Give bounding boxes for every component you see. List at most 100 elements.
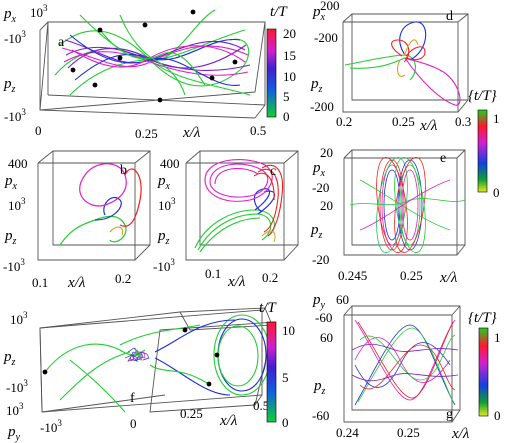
- colorbar-1-tick-3: 5: [283, 89, 290, 104]
- panel-f-letter: f: [130, 391, 135, 406]
- panel-g-trajectories: [351, 319, 459, 406]
- panel-b-xtick-1: 0.2: [115, 271, 131, 286]
- panel-g: g py 60 -60 60 pz -60 0.24 0.25 x/λ: [312, 292, 470, 442]
- panel-f-xlabel: x/λ: [219, 413, 238, 429]
- panel-d-xtick-0: 0.2: [336, 114, 352, 129]
- panel-a-markers: [70, 9, 238, 103]
- panel-b-top-tick2: 103: [8, 196, 26, 213]
- panel-g-side-tick: 60: [320, 330, 333, 345]
- panel-e-xtick-1: 0.25: [400, 268, 423, 283]
- panel-e-xlabel: x/λ: [439, 270, 458, 286]
- panel-a-top-tick1: 103: [30, 3, 48, 20]
- panel-c-xlabel: x/λ: [227, 274, 246, 290]
- panel-f-xtick-0: 0: [130, 416, 137, 431]
- colorbar-4: {t/T} 1 0: [468, 310, 501, 423]
- panel-f-pz-label: pz: [3, 349, 16, 368]
- panel-b-letter: b: [120, 163, 127, 178]
- panel-b-pz-label: pz: [4, 228, 17, 247]
- panel-e-top-tick1: 20: [320, 145, 333, 160]
- panel-e-bot-tick: -20: [312, 252, 329, 267]
- panel-c-pz-label: pz: [157, 228, 170, 247]
- panel-b: b px 400 103 pz -103 0.1 0.2 x/λ: [3, 150, 151, 291]
- panel-b-xtick-0: 0.1: [32, 275, 48, 290]
- panel-d-pz-label: pz: [310, 76, 323, 95]
- colorbar-4-title: {t/T}: [468, 310, 497, 326]
- panel-g-py-label: py: [312, 292, 326, 311]
- panel-e-top-tick2: -20: [312, 180, 329, 195]
- panel-f-top-tick1: 103: [10, 310, 28, 327]
- panel-c: c px 400 103 pz -103 0.1 0.2 x/λ: [153, 150, 299, 290]
- panel-c-top-tick2: 103: [158, 196, 176, 213]
- colorbar-2-tick-0: 1: [493, 111, 500, 126]
- colorbar-3-tick-1: 5: [282, 370, 289, 385]
- panel-a-pz-label: pz: [3, 76, 16, 95]
- panel-c-xtick-0: 0.1: [205, 266, 221, 281]
- colorbar-2: {t/T} 1 0: [468, 88, 500, 200]
- colorbar-1-tick-4: 0: [283, 109, 290, 124]
- panel-e-px-label: px: [312, 160, 326, 179]
- colorbar-3: t/T 10 5 0: [259, 300, 295, 430]
- colorbar-2-title: {t/T}: [468, 88, 497, 104]
- panel-g-top-tick1: 60: [336, 292, 349, 307]
- panel-d-top-tick2: -200: [314, 30, 338, 45]
- panel-e-top-tick3: 20: [320, 198, 333, 213]
- panel-f-xtick-2: 0.5: [253, 398, 269, 413]
- panel-a-letter: a: [58, 35, 65, 50]
- panel-e-letter: e: [440, 151, 446, 166]
- panel-g-xtick-0: 0.24: [336, 425, 359, 440]
- panel-d-letter: d: [446, 9, 453, 24]
- panel-a-trajectories: [54, 9, 251, 96]
- panel-a-top-tick2: -103: [4, 29, 26, 46]
- panel-d-px-label: px: [312, 4, 326, 23]
- panel-g-top-tick2: -60: [315, 310, 332, 325]
- colorbar-3-tick-0: 10: [282, 323, 295, 338]
- panel-b-trajectories: [59, 163, 142, 246]
- panel-f-bot-tick: -103: [6, 378, 28, 395]
- panel-a-xtick-2: 0.5: [250, 123, 266, 138]
- panel-g-pz-label: pz: [313, 378, 326, 397]
- panel-a-xtick-1: 0.25: [135, 126, 158, 141]
- panel-e-xtick-0: 0.245: [338, 268, 367, 283]
- panel-a-px-label: px: [3, 6, 17, 25]
- colorbar-1-tick-2: 10: [283, 69, 296, 84]
- panel-c-px-label: px: [157, 173, 171, 192]
- panel-g-xlabel: x/λ: [451, 426, 470, 442]
- colorbar-3-tick-2: 0: [282, 415, 289, 430]
- panel-f-markers: [42, 327, 220, 387]
- panel-b-xlabel: x/λ: [67, 275, 86, 291]
- panel-a: a px 103 -103 pz -103 0 0.25 0.5 x/λ: [3, 3, 266, 141]
- colorbar-1-tick-1: 15: [283, 48, 296, 63]
- panel-g-bot-tick: -60: [312, 408, 329, 423]
- panel-a-xlabel: x/λ: [182, 125, 201, 141]
- panel-d-xlabel: x/λ: [419, 118, 438, 134]
- colorbar-1-tick-0: 20: [283, 26, 296, 41]
- panel-d-trajectories: [344, 21, 461, 106]
- colorbar-1-title: t/T: [270, 4, 288, 20]
- panel-d-xtick-1: 0.25: [392, 114, 415, 129]
- panel-e-pz-label: pz: [310, 222, 323, 241]
- panel-f: f 103 pz -103 103 py -103 0 0.25 0.5 x/λ: [3, 307, 276, 443]
- colorbar-4-tick-0: 1: [494, 330, 501, 345]
- panel-f-trajectories: [44, 314, 271, 413]
- panel-g-xtick-1: 0.25: [397, 425, 420, 440]
- panel-d-top-tick1: 200: [320, 0, 340, 13]
- panel-f-cluster: [124, 347, 150, 362]
- panel-f-side-tick: 103: [6, 401, 24, 418]
- panel-f-py-label: py: [7, 424, 21, 443]
- panel-e: e px 20 -20 20 pz -20 0.245 0.25 x/λ: [310, 145, 466, 286]
- panel-g-letter: g: [446, 407, 453, 422]
- panel-f-py-tick: -103: [40, 418, 62, 435]
- panel-c-trajectories: [194, 159, 284, 253]
- panel-f-xtick-1: 0.25: [180, 406, 203, 421]
- colorbar-1: t/T 20 15 10 5 0: [266, 4, 296, 124]
- colorbar-4-tick-1: 0: [494, 408, 501, 423]
- panel-a-bot-tick: -103: [4, 107, 26, 124]
- panel-a-xtick-0: 0: [35, 123, 42, 138]
- panel-d-bot-tick: -200: [310, 99, 334, 114]
- panel-d: d px 200 -200 pz -200 0.2 0.25 0.3 x/λ: [310, 0, 471, 134]
- panel-b-bot-tick: -103: [3, 257, 25, 274]
- panel-c-top-tick1: 400: [160, 156, 180, 171]
- panel-c-bot-tick: -103: [153, 257, 175, 274]
- panel-c-letter: c: [270, 164, 276, 179]
